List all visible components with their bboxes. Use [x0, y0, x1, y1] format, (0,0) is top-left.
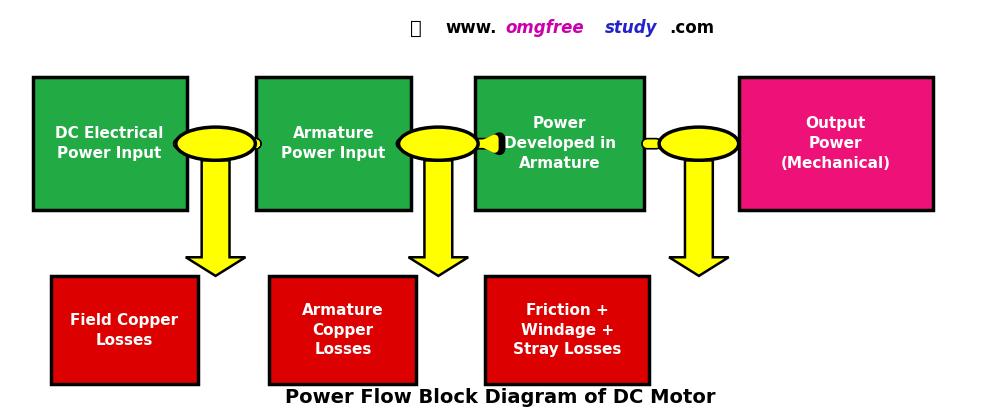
- Text: Armature
Power Input: Armature Power Input: [281, 126, 386, 161]
- Text: omgfree: omgfree: [505, 19, 584, 37]
- Text: Field Copper
Losses: Field Copper Losses: [70, 313, 178, 348]
- Circle shape: [659, 127, 739, 160]
- FancyArrow shape: [669, 160, 729, 276]
- FancyBboxPatch shape: [33, 77, 187, 210]
- Text: study: study: [604, 19, 657, 37]
- Text: 📚: 📚: [410, 19, 421, 38]
- FancyBboxPatch shape: [485, 276, 649, 384]
- Text: Friction +
Windage +
Stray Losses: Friction + Windage + Stray Losses: [513, 303, 621, 357]
- Text: Power Flow Block Diagram of DC Motor: Power Flow Block Diagram of DC Motor: [285, 388, 715, 407]
- FancyArrow shape: [409, 160, 468, 276]
- Text: Power
Developed in
Armature: Power Developed in Armature: [504, 116, 616, 171]
- Text: Armature
Copper
Losses: Armature Copper Losses: [302, 303, 384, 357]
- FancyBboxPatch shape: [739, 77, 933, 210]
- Circle shape: [399, 127, 478, 160]
- Text: www.: www.: [445, 19, 497, 37]
- Text: Output
Power
(Mechanical): Output Power (Mechanical): [781, 116, 891, 171]
- FancyBboxPatch shape: [475, 77, 644, 210]
- FancyBboxPatch shape: [51, 276, 198, 384]
- Text: DC Electrical
Power Input: DC Electrical Power Input: [55, 126, 164, 161]
- FancyArrow shape: [186, 160, 245, 276]
- Circle shape: [176, 127, 255, 160]
- Text: .com: .com: [669, 19, 714, 37]
- FancyBboxPatch shape: [256, 77, 411, 210]
- FancyBboxPatch shape: [269, 276, 416, 384]
